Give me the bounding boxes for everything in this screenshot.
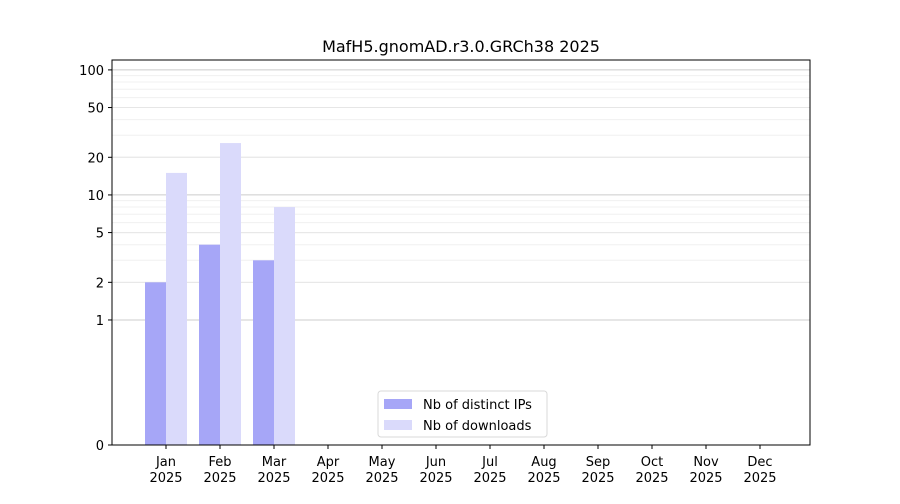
legend-swatch [384, 399, 412, 409]
y-tick-label: 1 [96, 314, 104, 329]
bar [145, 282, 166, 445]
x-tick-label: Mar 2025 [257, 455, 290, 486]
y-tick-label: 5 [96, 227, 104, 242]
y-tick-label: 10 [87, 189, 104, 204]
x-tick-label: Jun 2025 [419, 455, 452, 486]
legend-box [377, 390, 548, 438]
y-axis: 0 1 2 5 10 20 50 100 [79, 64, 112, 454]
bar [166, 172, 187, 445]
chart-title: MafH5.gnomAD.r3.0.GRCh38 2025 [322, 37, 600, 56]
x-tick-label: Oct 2025 [635, 455, 668, 486]
legend-swatch [384, 420, 412, 430]
y-tick-label: 2 [96, 276, 104, 291]
bar [274, 207, 295, 445]
bars [145, 143, 295, 445]
legend-label: Nb of distinct IPs [423, 398, 532, 413]
x-tick-label: Jul 2025 [473, 455, 506, 486]
x-tick-label: Aug 2025 [527, 455, 560, 486]
y-tick-label: 100 [79, 64, 104, 79]
plot-area [111, 59, 811, 446]
x-tick-label: May 2025 [365, 455, 398, 486]
y-tick-label: 0 [96, 439, 104, 454]
legend: Nb of distinct IPs Nb of downloads [377, 390, 548, 438]
y-tick-label: 20 [87, 151, 104, 166]
x-tick-label: Sep 2025 [581, 455, 614, 486]
legend-label: Nb of downloads [423, 419, 532, 434]
bar [253, 260, 274, 445]
bar [220, 143, 241, 445]
x-tick-label: Dec 2025 [743, 455, 776, 486]
bar [199, 244, 220, 445]
x-tick-label: Apr 2025 [311, 455, 344, 486]
y-tick-label: 50 [87, 102, 104, 117]
x-axis: Jan 2025 Feb 2025 Mar 2025 Apr 2025 May 2025 Jun 20… [149, 445, 777, 486]
x-tick-label: Jan 2025 [149, 455, 182, 486]
x-tick-label: Feb 2025 [203, 455, 236, 486]
x-tick-label: Nov 2025 [689, 455, 722, 486]
